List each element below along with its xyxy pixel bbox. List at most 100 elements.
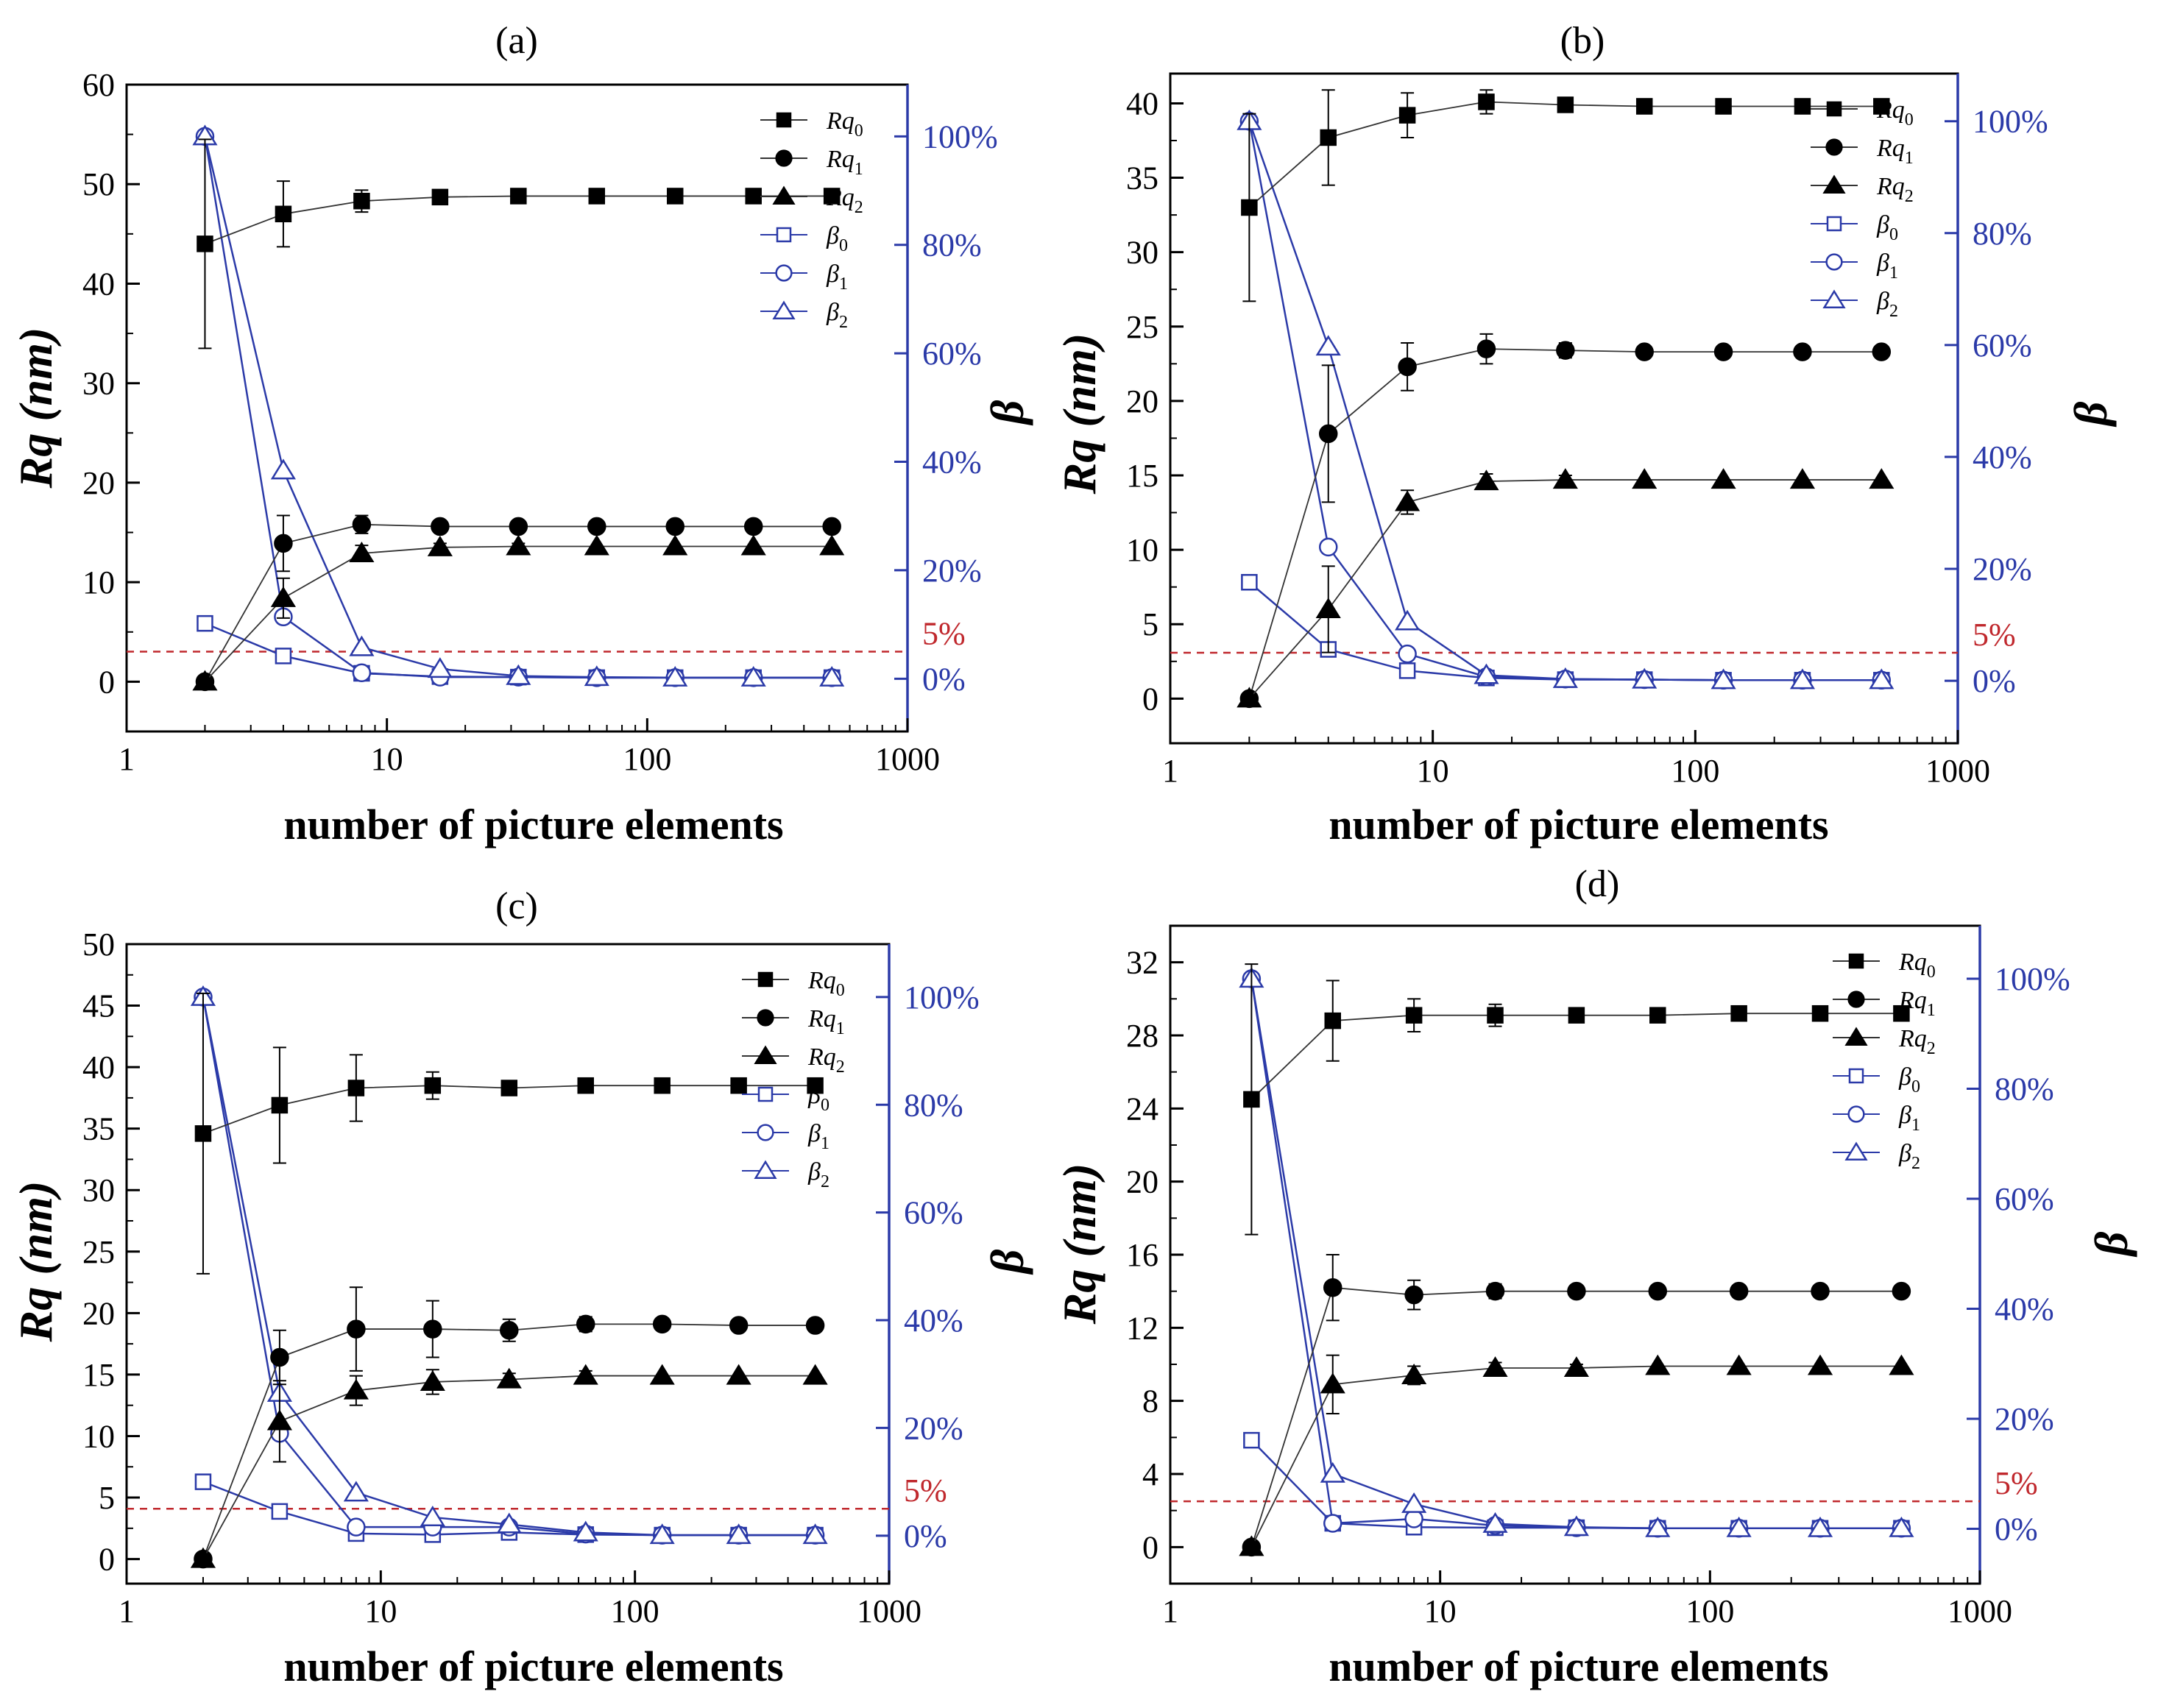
series-Rq2 — [1239, 1354, 1914, 1556]
y-axis-title: Rq (nm) — [10, 327, 62, 489]
data-point — [1237, 687, 1262, 708]
data-point — [1648, 1281, 1668, 1301]
data-point — [1320, 129, 1337, 146]
data-point — [1476, 339, 1496, 358]
y2-tick-label: 80% — [922, 227, 982, 263]
y-tick-label: 0 — [1142, 1529, 1158, 1565]
legend-marker — [1847, 1105, 1865, 1123]
data-point — [1632, 667, 1658, 689]
legend-marker — [1822, 174, 1846, 194]
data-point — [649, 1523, 675, 1545]
x-tick-label: 10 — [1417, 753, 1449, 789]
x-tick-label: 1000 — [1947, 1593, 2012, 1629]
data-point — [726, 1523, 751, 1545]
data-point — [1869, 468, 1895, 489]
y2-tick-label: 0% — [1995, 1512, 2038, 1548]
data-point — [1730, 1004, 1747, 1022]
data-point — [1889, 1354, 1914, 1375]
legend-item-β0: β0 — [742, 1082, 829, 1115]
x-axis-title: number of picture elements — [1329, 801, 1828, 848]
y2-tick-label: 60% — [1973, 327, 2032, 364]
data-point — [743, 517, 763, 536]
y-tick-label: 0 — [1142, 681, 1158, 717]
legend-marker — [1826, 216, 1842, 232]
x-tick-label: 1 — [1162, 1593, 1178, 1629]
y2-tick-label: 20% — [904, 1410, 963, 1446]
data-point — [819, 665, 845, 687]
y-tick-label: 25 — [1126, 309, 1158, 345]
data-point — [726, 1364, 751, 1385]
data-point — [496, 1367, 522, 1389]
data-point — [506, 664, 531, 685]
data-point — [1552, 468, 1578, 489]
data-point — [424, 1077, 442, 1094]
data-point — [802, 1523, 828, 1545]
data-point — [347, 1080, 365, 1096]
legend-marker — [1844, 1141, 1868, 1160]
data-point — [496, 1512, 522, 1534]
data-point — [271, 1503, 289, 1520]
x-axis-title: number of picture elements — [1329, 1643, 1828, 1690]
y-tick-label: 40 — [82, 266, 115, 302]
data-point — [266, 1409, 292, 1431]
y2-tick-label: 0% — [904, 1518, 947, 1554]
series-Rq0 — [1241, 89, 1890, 302]
x-axis-title: number of picture elements — [283, 1643, 783, 1690]
data-point — [349, 635, 375, 656]
data-point — [1324, 1012, 1342, 1030]
legend-marker — [775, 264, 793, 282]
y-tick-label: 0 — [99, 664, 115, 700]
data-point — [1323, 1278, 1342, 1297]
data-point — [1241, 199, 1258, 216]
legend-marker — [1826, 101, 1842, 117]
data-point — [420, 1370, 445, 1391]
reference-line-label: 5% — [1973, 617, 2016, 653]
legend-marker — [1822, 289, 1846, 308]
y2-tick-label: 40% — [1973, 439, 2032, 475]
y-tick-label: 0 — [99, 1542, 115, 1578]
data-point — [1729, 1281, 1749, 1301]
legend-marker — [1847, 991, 1865, 1008]
data-point — [500, 1320, 519, 1340]
data-point — [343, 1481, 369, 1502]
data-point — [576, 1314, 595, 1334]
y-tick-label: 4 — [1142, 1456, 1158, 1492]
data-point — [347, 1319, 366, 1339]
data-point — [1726, 1354, 1752, 1375]
y-tick-label: 50 — [82, 926, 115, 963]
data-point — [1567, 1281, 1586, 1301]
y-axis-title: Rq (nm) — [1053, 1163, 1105, 1325]
data-point — [275, 205, 292, 223]
data-point — [343, 1378, 369, 1400]
data-point — [1635, 342, 1654, 361]
series-Rq1 — [1242, 1254, 1911, 1557]
x-tick-label: 100 — [623, 741, 671, 777]
y2-tick-label: 0% — [1973, 663, 2016, 699]
legend-item-β1: β1 — [1833, 1102, 1920, 1135]
legend-marker — [757, 1124, 774, 1141]
data-point — [1563, 1515, 1589, 1537]
panel-label: (d) — [1575, 863, 1620, 905]
data-point — [506, 534, 531, 556]
data-point — [1318, 424, 1338, 444]
data-point — [649, 1364, 675, 1385]
data-point — [1869, 668, 1895, 690]
data-point — [1893, 1004, 1910, 1022]
y-tick-label: 25 — [82, 1234, 115, 1270]
data-point — [270, 458, 297, 480]
data-point — [1401, 1492, 1427, 1513]
y2-axis-title: β — [981, 1249, 1033, 1275]
y-tick-label: 8 — [1142, 1383, 1158, 1420]
x-tick-label: 100 — [611, 1593, 659, 1629]
data-point — [197, 235, 213, 252]
data-point — [1713, 342, 1733, 361]
series-Rq0 — [194, 992, 824, 1275]
data-point — [819, 534, 845, 556]
data-point — [1398, 107, 1416, 124]
x-tick-label: 1 — [1162, 753, 1178, 789]
x-tick-label: 100 — [1685, 1593, 1734, 1629]
y2-tick-label: 20% — [922, 553, 982, 589]
y2-tick-label: 60% — [922, 336, 982, 372]
data-point — [353, 192, 370, 210]
data-point — [729, 1316, 749, 1335]
